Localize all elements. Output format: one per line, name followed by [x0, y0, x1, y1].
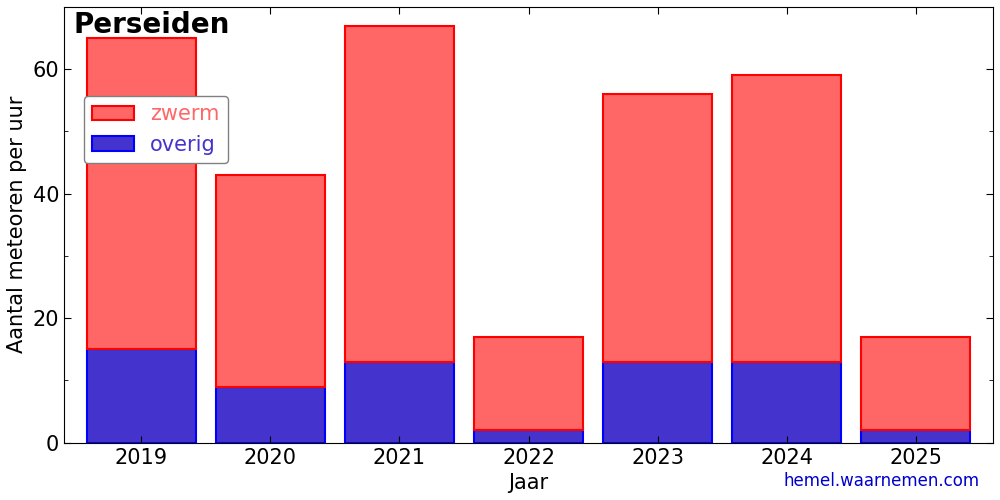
Bar [603, 362, 712, 442]
Bar [861, 337, 970, 430]
X-axis label: Jaar: Jaar [508, 473, 549, 493]
Bar [345, 362, 454, 442]
Bar [474, 337, 583, 430]
Text: Perseiden: Perseiden [73, 12, 230, 40]
Bar [474, 430, 583, 442]
Text: hemel.waarnemen.com: hemel.waarnemen.com [784, 472, 980, 490]
Bar [861, 430, 970, 442]
Bar [345, 26, 454, 361]
Legend: zwerm, overig: zwerm, overig [84, 96, 228, 163]
Bar [87, 38, 196, 350]
Bar [216, 386, 325, 442]
Y-axis label: Aantal meteoren per uur: Aantal meteoren per uur [7, 96, 27, 353]
Bar [732, 362, 841, 442]
Bar [732, 76, 841, 362]
Bar [603, 94, 712, 361]
Bar [216, 175, 325, 386]
Bar [87, 350, 196, 442]
